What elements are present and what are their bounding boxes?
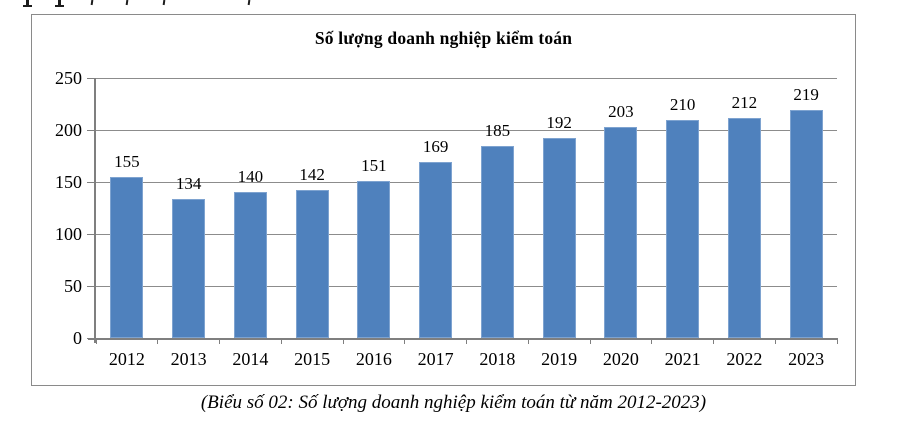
bar-value-label: 140 xyxy=(237,167,264,187)
y-axis-tick-label: 100 xyxy=(55,224,82,244)
bar xyxy=(233,192,267,338)
gridline xyxy=(96,181,837,183)
x-axis-tick xyxy=(404,338,406,344)
bar xyxy=(789,110,823,338)
bar-value-label: 142 xyxy=(299,165,325,185)
bar xyxy=(419,162,453,338)
bar-value-label: 155 xyxy=(114,151,140,171)
bar xyxy=(666,119,700,338)
y-axis-tick xyxy=(87,181,96,183)
bar xyxy=(480,145,514,338)
x-axis-tick-label: 2015 xyxy=(294,349,331,369)
x-axis-tick-label: 2022 xyxy=(726,349,763,369)
x-axis-tick-label: 2013 xyxy=(170,349,207,369)
x-axis-line xyxy=(88,338,837,340)
y-axis-tick xyxy=(87,77,96,79)
x-axis-tick-label: 2020 xyxy=(602,349,639,369)
chart-caption: (Biểu số 02: Số lượng doanh nghiệp kiểm … xyxy=(200,392,707,413)
x-axis-tick xyxy=(219,338,220,344)
x-axis-tick xyxy=(836,338,838,344)
bar-value-label: 212 xyxy=(731,92,758,112)
bar-value-label: 219 xyxy=(793,85,819,105)
chart-title: Số lượng doanh nghiệp kiểm toán xyxy=(314,28,573,48)
x-axis-tick-label: 2017 xyxy=(417,349,454,369)
y-axis-tick-label: 0 xyxy=(73,328,82,348)
descender-mark xyxy=(90,0,94,6)
x-axis-tick-label: 2021 xyxy=(664,349,701,369)
descender-mark xyxy=(55,0,64,7)
bar xyxy=(604,126,638,338)
bar xyxy=(295,190,329,338)
bar-value-label: 192 xyxy=(546,113,572,133)
bar xyxy=(542,138,576,338)
y-axis-line xyxy=(94,78,96,343)
gridline xyxy=(96,285,837,287)
x-axis-tick xyxy=(342,338,344,344)
x-axis-tick xyxy=(713,338,714,344)
y-axis-tick-label: 150 xyxy=(55,172,82,192)
x-axis-tick-label: 2018 xyxy=(479,349,516,369)
y-axis-tick xyxy=(87,129,96,131)
y-axis-tick xyxy=(87,285,96,287)
bar xyxy=(727,117,761,338)
bar-value-label: 185 xyxy=(484,120,511,140)
bar-value-label: 169 xyxy=(422,137,449,157)
gridline xyxy=(96,77,837,79)
x-axis-tick xyxy=(651,338,653,344)
descender-mark xyxy=(247,0,251,6)
x-axis-tick-label: 2019 xyxy=(541,349,578,369)
y-axis-tick-label: 200 xyxy=(55,120,82,140)
descender-mark xyxy=(162,0,166,6)
x-axis-tick-label: 2023 xyxy=(788,349,825,369)
x-axis-tick xyxy=(280,338,282,344)
chart-frame: Số lượng doanh nghiệp kiểm toán 0 50 100 15… xyxy=(31,14,856,386)
x-axis-tick xyxy=(589,338,591,344)
y-axis-tick-label: 250 xyxy=(55,68,82,88)
x-axis-tick-label: 2014 xyxy=(232,349,269,369)
x-axis-tick xyxy=(157,338,159,344)
x-axis-tick-label: 2016 xyxy=(355,349,392,369)
gridline xyxy=(96,129,837,131)
x-axis-tick xyxy=(95,338,97,344)
gridline xyxy=(96,233,837,235)
x-axis-tick-label: 2012 xyxy=(108,349,145,369)
x-axis-tick xyxy=(774,338,776,344)
x-axis-tick xyxy=(466,338,467,344)
x-axis-tick xyxy=(527,338,529,344)
y-axis-tick-label: 50 xyxy=(64,276,82,296)
bar-value-label: 203 xyxy=(608,101,634,121)
descender-mark xyxy=(125,0,129,6)
bar xyxy=(110,176,144,338)
bar xyxy=(357,180,391,338)
plot-area: 0 50 100 150 200 250 155 2012 134 2013 140 2014 142 2… xyxy=(55,69,838,368)
descender-mark xyxy=(23,0,32,7)
bar-value-label: 210 xyxy=(669,94,696,114)
bar xyxy=(172,198,206,338)
y-axis-tick xyxy=(87,233,96,235)
bar-value-label: 134 xyxy=(175,173,202,193)
bar-value-label: 151 xyxy=(361,155,387,175)
